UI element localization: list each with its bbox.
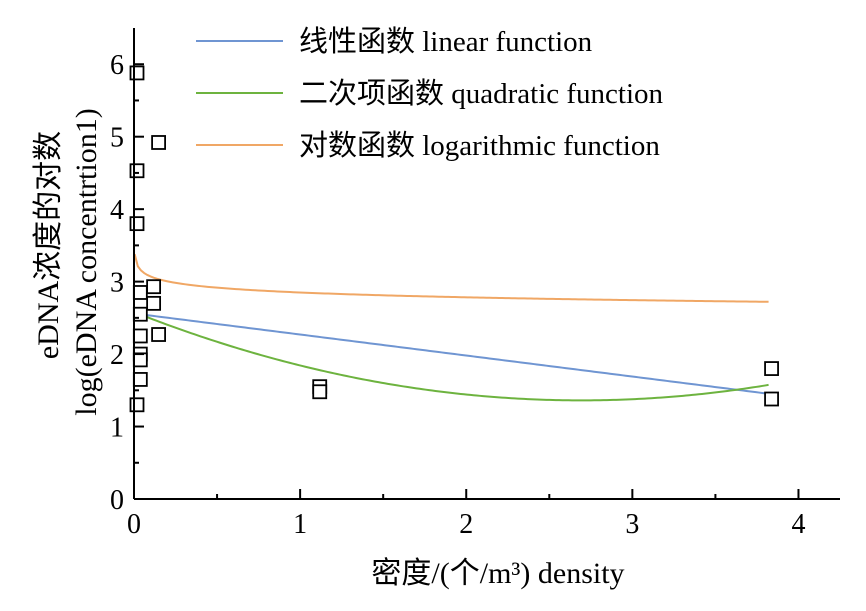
x-tick-label: 0 xyxy=(127,509,141,540)
series-line-linear xyxy=(133,312,769,395)
data-point xyxy=(129,65,145,81)
data-point xyxy=(151,327,166,342)
x-axis-title: 密度/(个/m³) density xyxy=(371,557,624,590)
data-points xyxy=(129,65,779,413)
data-point xyxy=(132,328,148,344)
y-tick-label: 2 xyxy=(110,340,124,371)
y-tick-label: 4 xyxy=(110,195,124,226)
y-tick-label: 6 xyxy=(110,50,124,81)
data-point xyxy=(312,384,328,400)
series-line-log xyxy=(133,253,769,303)
y-tick-label: 5 xyxy=(110,123,124,154)
data-point xyxy=(129,163,145,179)
x-tick-label: 4 xyxy=(791,509,805,540)
data-point xyxy=(129,216,145,232)
data-point xyxy=(151,135,166,150)
data-point xyxy=(764,391,779,407)
fit-curves xyxy=(133,253,769,402)
data-point xyxy=(132,372,148,387)
legend-label-quadratic: 二次项函数 quadratic function xyxy=(299,77,664,110)
y-axis-title-line2: log(eDNA concentrtion1) xyxy=(70,108,103,415)
legend-label-log: 对数函数 logarithmic function xyxy=(299,129,660,162)
y-tick-label: 0 xyxy=(110,485,124,516)
y-tick-label: 3 xyxy=(110,268,124,299)
data-point xyxy=(146,295,162,311)
data-point xyxy=(764,361,779,376)
y-axis-title-line1: eDNA浓度的对数 xyxy=(32,131,65,359)
legend: 线性函数 linear function 二次项函数 quadratic func… xyxy=(196,25,664,162)
x-tick-label: 3 xyxy=(625,509,639,540)
axes xyxy=(133,28,840,500)
data-point xyxy=(132,285,148,300)
data-point xyxy=(146,279,162,295)
data-point xyxy=(129,397,145,413)
data-point xyxy=(132,352,148,368)
series-line-quadratic xyxy=(133,311,769,402)
x-tick-label: 1 xyxy=(293,509,307,540)
x-tick-label: 2 xyxy=(459,509,473,540)
legend-label-linear: 线性函数 linear function xyxy=(299,25,593,58)
ticks: 0 1 2 3 4 0 1 2 3 4 5 6 xyxy=(110,50,805,540)
y-tick-label: 1 xyxy=(110,413,124,444)
